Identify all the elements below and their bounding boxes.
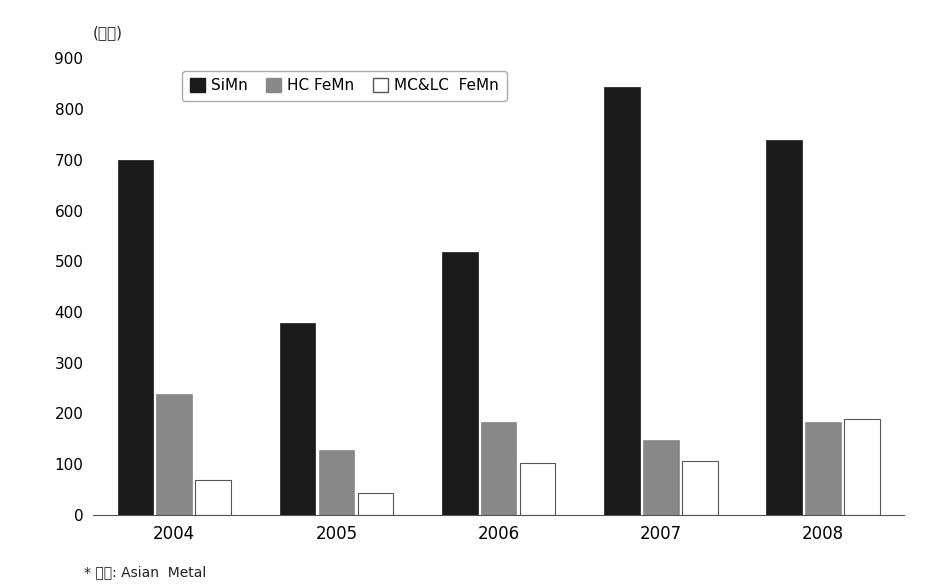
Bar (442, 252, 477, 515)
Bar (319, 450, 354, 515)
Bar (481, 422, 516, 515)
Bar (844, 419, 880, 515)
Bar (643, 440, 678, 515)
Bar (196, 480, 231, 515)
Bar (358, 493, 393, 515)
Text: (천톤): (천톤) (93, 25, 123, 40)
Bar (117, 160, 153, 515)
Bar (766, 140, 802, 515)
Legend: SiMn, HC FeMn, MC&LC  FeMn: SiMn, HC FeMn, MC&LC FeMn (182, 71, 507, 101)
Bar (682, 460, 718, 515)
Bar (280, 323, 315, 515)
Text: * 자료: Asian  Metal: * 자료: Asian Metal (84, 565, 206, 579)
Bar (604, 87, 639, 515)
Bar (520, 463, 555, 515)
Bar (157, 394, 192, 515)
Bar (805, 422, 841, 515)
